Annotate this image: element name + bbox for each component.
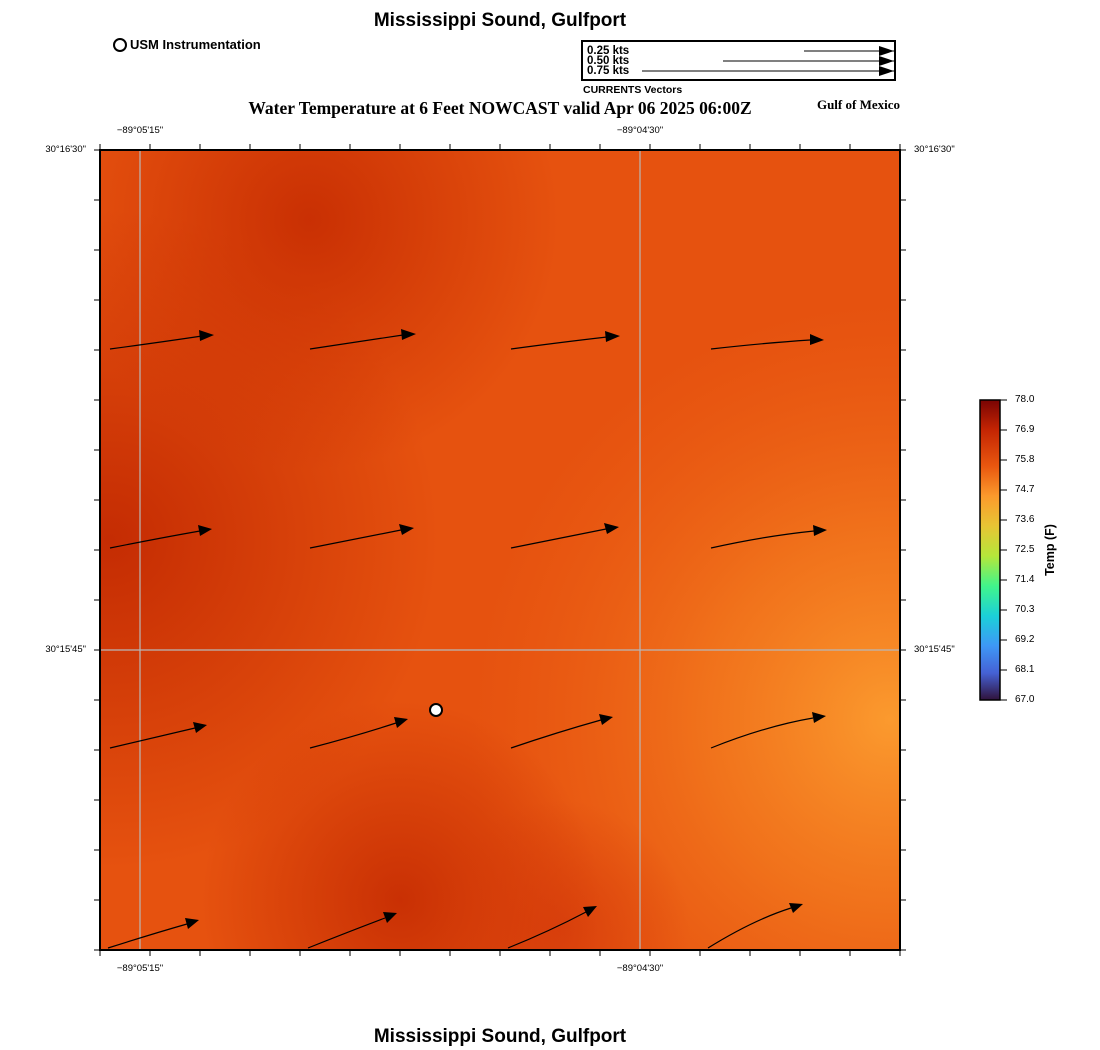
- current-vector: [510, 528, 607, 549]
- vector-scale-arrows: [642, 46, 894, 76]
- temperature-field: [100, 150, 900, 950]
- top-tick-label-1: −89°05'15": [116, 125, 164, 136]
- current-vector: [710, 717, 814, 749]
- current-vector: [309, 722, 397, 749]
- colorbar-tick-label: 69.2: [1015, 634, 1035, 645]
- current-vector-head: [813, 525, 827, 536]
- graticule: [100, 150, 900, 950]
- colorbar-tick-label: 78.0: [1015, 394, 1035, 405]
- colorbar-title: Temp (F): [1043, 524, 1057, 576]
- current-vector: [510, 719, 602, 749]
- vector-scale-caption: CURRENTS Vectors: [583, 84, 683, 96]
- current-vector-head: [383, 912, 397, 923]
- map-subtitle: Water Temperature at 6 Feet NOWCAST vali…: [248, 98, 752, 118]
- map-panel: [94, 144, 906, 956]
- station-marker-icon: [113, 37, 127, 52]
- current-vector: [510, 336, 608, 350]
- current-vector-head: [599, 714, 613, 725]
- station-legend-label: USM Instrumentation: [130, 37, 261, 52]
- current-vector: [109, 530, 201, 549]
- left-tick-label-2: 30°15'45": [45, 644, 86, 655]
- axis-ticks: [94, 144, 906, 956]
- region-label: Gulf of Mexico: [816, 97, 900, 112]
- current-vector: [109, 727, 196, 749]
- current-vector-head: [198, 525, 212, 536]
- current-vector-head: [199, 330, 214, 341]
- colorbar-tick-label: 74.7: [1015, 484, 1035, 495]
- right-tick-label-2: 30°15'45": [914, 644, 955, 655]
- right-tick-label-1: 30°16'30": [914, 144, 955, 155]
- current-vector: [309, 334, 404, 350]
- bottom-tick-label-2: −89°04'30": [616, 963, 664, 974]
- vector-scale-label-075: 0.75 kts: [587, 65, 630, 77]
- current-vector: [710, 339, 811, 350]
- bottom-tick-label-1: −89°05'15": [116, 963, 164, 974]
- vector-scale-label-025: 0.25 kts: [587, 45, 630, 57]
- current-vector-head: [399, 524, 414, 535]
- top-tick-label-2: −89°04'30": [616, 125, 664, 136]
- current-vector: [710, 530, 815, 549]
- usm-station-marker[interactable]: [429, 703, 443, 717]
- current-vector-head: [185, 918, 199, 929]
- station-legend: USM Instrumentation: [113, 37, 261, 52]
- current-vector-head: [789, 903, 803, 913]
- colorbar-tick-label: 67.0: [1015, 694, 1035, 705]
- colorbar-tick-label: 71.4: [1015, 574, 1035, 585]
- colorbar-tick-label: 73.6: [1015, 514, 1035, 525]
- map-title-bottom: Mississippi Sound, Gulfport: [373, 1026, 627, 1047]
- current-vector-head: [193, 722, 207, 733]
- colorbar-tick-label: 75.8: [1015, 454, 1035, 465]
- current-vector-head: [394, 717, 408, 728]
- left-tick-label-1: 30°16'30": [45, 144, 86, 155]
- current-vector-head: [604, 523, 619, 534]
- colorbar-tick-label: 70.3: [1015, 604, 1035, 615]
- current-vector: [109, 335, 203, 350]
- temperature-colorbar: [979, 399, 1007, 701]
- current-vector-head: [401, 329, 416, 340]
- current-vector: [307, 917, 386, 949]
- current-vector-head: [583, 906, 597, 917]
- current-vector: [107, 923, 188, 949]
- colorbar-tick-label: 68.1: [1015, 664, 1035, 675]
- current-vector-head: [812, 712, 826, 723]
- vector-scale-legend: 0.25 kts 0.50 kts 0.75 kts: [581, 40, 896, 81]
- current-vector-head: [605, 331, 620, 342]
- map-title-top: Mississippi Sound, Gulfport: [373, 10, 627, 31]
- colorbar-tick-label: 76.9: [1015, 424, 1035, 435]
- current-vector: [507, 911, 587, 949]
- current-vector: [309, 529, 402, 549]
- current-vectors: [107, 329, 827, 949]
- current-vector-head: [810, 334, 824, 345]
- current-vector: [707, 907, 792, 949]
- vector-scale-label-050: 0.50 kts: [587, 55, 630, 67]
- colorbar-tick-label: 72.5: [1015, 544, 1035, 555]
